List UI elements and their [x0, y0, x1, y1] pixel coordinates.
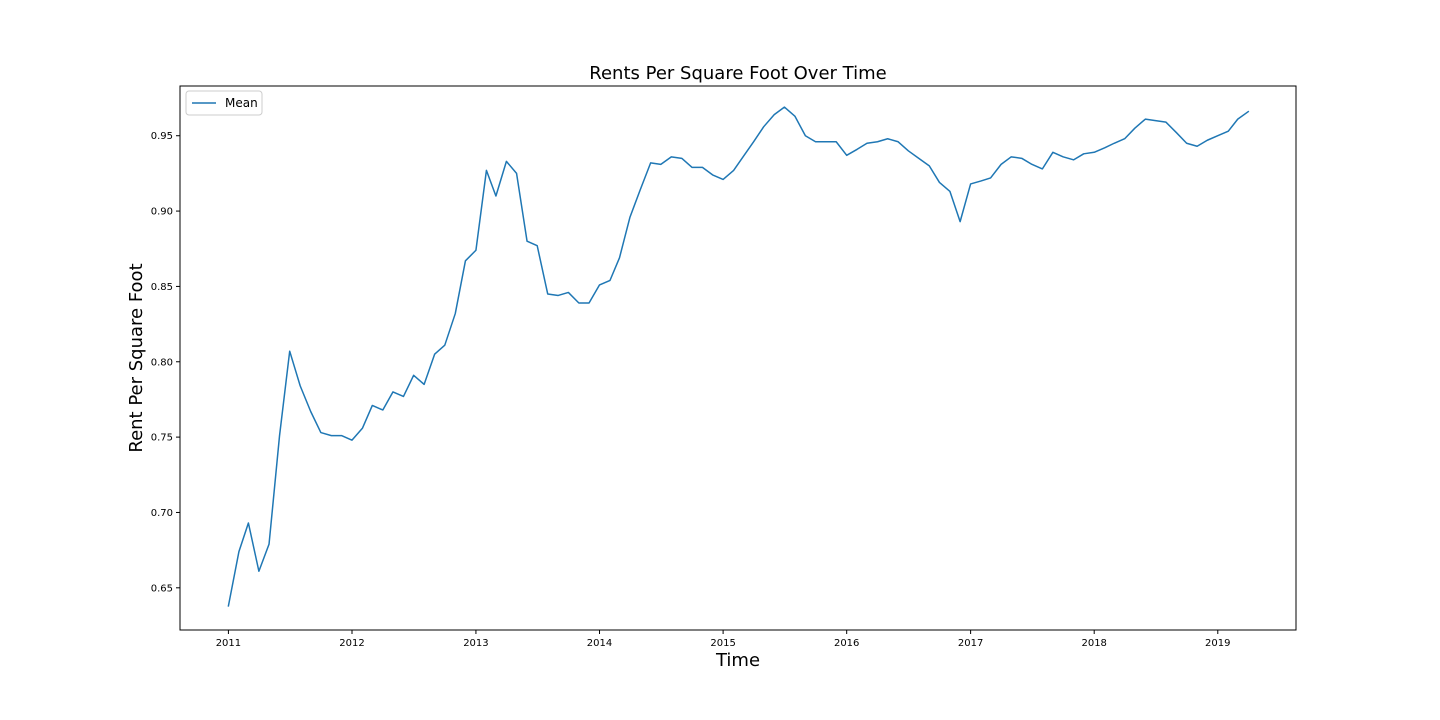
- y-tick-label: 0.85: [151, 282, 173, 293]
- legend: Mean: [185, 90, 263, 116]
- y-tick-label: 0.95: [151, 131, 173, 142]
- x-tick-label: 2017: [958, 638, 983, 649]
- y-tick-label: 0.75: [151, 433, 173, 444]
- x-tick-label: 2015: [710, 638, 735, 649]
- x-tick-label: 2019: [1205, 638, 1230, 649]
- plot-area: [227, 106, 1250, 607]
- y-tick-label: 0.90: [151, 207, 173, 218]
- chart-title: Rents Per Square Foot Over Time: [589, 63, 886, 84]
- x-tick-label: 2011: [216, 638, 241, 649]
- legend-box: [185, 90, 263, 116]
- x-tick-label: 2018: [1081, 638, 1106, 649]
- x-axis: 2011 2012 2013 2014 2015 2016 2017 2018 2019: [216, 630, 1231, 649]
- x-axis-title: Time: [715, 650, 760, 671]
- x-tick-label: 2014: [587, 638, 612, 649]
- y-axis-title: Rent Per Square Foot: [126, 263, 147, 452]
- y-axis: 0.65 0.70 0.75 0.80 0.85 0.90 0.95: [151, 131, 180, 594]
- y-tick-label: 0.70: [151, 508, 173, 519]
- series-line-mean: [227, 106, 1250, 607]
- x-tick-label: 2012: [339, 638, 364, 649]
- plot-frame: [179, 85, 1297, 631]
- y-tick-label: 0.65: [151, 583, 173, 594]
- x-tick-label: 2016: [834, 638, 859, 649]
- legend-label-mean: Mean: [225, 96, 258, 110]
- y-tick-label: 0.80: [151, 357, 173, 368]
- x-tick-label: 2013: [463, 638, 488, 649]
